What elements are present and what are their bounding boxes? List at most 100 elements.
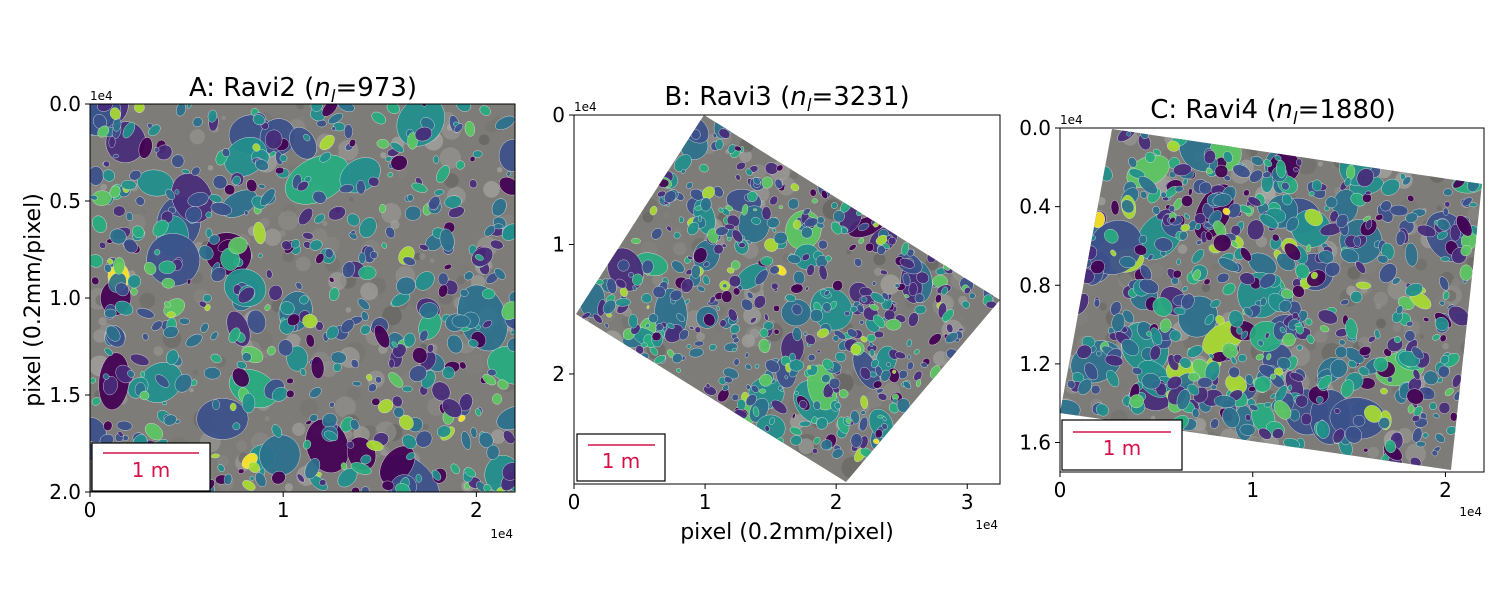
panel-b-gravel	[945, 404, 963, 422]
panel-b-y-tick-label: 1	[552, 232, 565, 256]
panel-b-gravel	[845, 192, 857, 204]
panel-b-pebble	[789, 353, 796, 361]
panel-c-gravel	[1082, 144, 1100, 162]
panel-c-gravel	[1393, 323, 1402, 332]
panel-c-pebble	[1441, 257, 1450, 262]
panel-b-scalebar: 1 m	[577, 434, 665, 481]
panel-b: B: Ravi3 (nl=3231) 1 m 1e4 1e4 0 1 2 3 0 1 2	[552, 82, 1005, 532]
panel-a-gravel	[497, 167, 502, 172]
panel-a-pebble	[130, 287, 137, 295]
panel-c-gravel	[1455, 432, 1471, 448]
panel-c-gravel	[1469, 348, 1489, 368]
panel-b-pebble	[874, 331, 884, 338]
panel-b-gravel	[735, 419, 744, 428]
panel-a-pebble	[104, 309, 116, 318]
panel-c-y-tick-label: 0.4	[1019, 195, 1051, 219]
panel-c-gravel	[1281, 128, 1294, 141]
panel-a-gravel	[430, 258, 435, 263]
panel-b-x-tick-label: 3	[961, 490, 974, 514]
panel-b-gravel	[895, 126, 912, 143]
panel-a-pebble	[319, 479, 326, 486]
panel-b-gravel	[885, 154, 896, 165]
panel-b-gravel	[623, 352, 636, 365]
panel-c-gravel	[1249, 438, 1266, 455]
panel-b-gravel	[633, 144, 642, 153]
panel-c-gravel	[1412, 133, 1426, 147]
panel-b-pebble	[771, 283, 779, 290]
panel-b-pebble	[908, 355, 911, 359]
panel-c-pebble	[1296, 159, 1302, 167]
panel-b-gravel	[569, 353, 587, 371]
panel-c-pebble	[1443, 208, 1449, 216]
panel-a-y-tick-label: 1.0	[49, 286, 81, 310]
panel-a-gravel	[360, 282, 378, 300]
panel-a-gravel	[419, 253, 425, 259]
panel-b-gravel	[779, 452, 801, 474]
panel-b-gravel	[777, 446, 781, 450]
panel-a-gravel	[222, 116, 226, 120]
panel-c-gravel	[1458, 409, 1468, 419]
panel-a-pebble	[113, 154, 119, 158]
panel-b-gravel	[612, 378, 623, 389]
panel-b-gravel	[636, 175, 656, 195]
panel-a-gravel	[322, 221, 327, 226]
panel-b-gravel	[766, 446, 770, 450]
panel-b-pebble	[674, 232, 681, 239]
panel-b-gravel	[935, 196, 939, 200]
panel-c-gravel	[1402, 135, 1424, 157]
panel-c-x-tick-label: 2	[1439, 478, 1452, 502]
panel-c-gravel	[1368, 447, 1379, 458]
panel-b-pebble	[886, 319, 901, 330]
panel-a-y-tick-label: 0.5	[49, 189, 81, 213]
panel-c-gravel	[1071, 220, 1085, 234]
panel-b-gravel	[882, 170, 894, 182]
panel-c-gravel	[1069, 173, 1076, 180]
panel-c-gravel	[1178, 244, 1188, 254]
panel-a-pebble	[154, 147, 159, 152]
panel-b-gravel	[892, 110, 911, 129]
panel-b-gravel	[958, 459, 963, 464]
panel-b-gravel	[602, 137, 610, 145]
panel-b-gravel	[897, 139, 913, 155]
panel-a-gravel	[349, 197, 354, 202]
panel-b-pebble	[759, 389, 766, 394]
panel-c-gravel	[1212, 263, 1220, 271]
panel-c-y-tick-label: 0.8	[1019, 273, 1051, 297]
panel-b-gravel	[982, 161, 995, 174]
panel-c-gravel	[1429, 167, 1445, 183]
panel-a-gravel	[285, 483, 293, 491]
panel-b-gravel	[730, 124, 737, 131]
panel-c-gravel	[1376, 319, 1386, 329]
panel-c-gravel	[1374, 292, 1388, 306]
panel-b-gravel	[704, 474, 715, 485]
panel-a-pebble	[113, 206, 125, 217]
panel-c-gravel	[1093, 142, 1098, 147]
panel-b-gravel	[809, 170, 813, 174]
panel-c-scalebar-label: 1 m	[1103, 436, 1142, 460]
panel-c-gravel	[1200, 432, 1220, 452]
panel-c-gravel	[1072, 253, 1087, 268]
panel-a-pebble	[402, 386, 412, 392]
panel-c-gravel	[1461, 432, 1477, 448]
panel-c-gravel	[1099, 303, 1107, 311]
panel-b-gravel	[959, 472, 970, 483]
panel-c-title: C: Ravi4 (nl=1880)	[1150, 95, 1396, 129]
panel-b-gravel	[627, 127, 648, 148]
panel-b-pebble	[753, 209, 757, 211]
panel-b-gravel	[883, 118, 901, 136]
panel-c-pebble	[1365, 191, 1371, 195]
panel-c-x-tick-label: 0	[1054, 478, 1067, 502]
panel-b-gravel	[933, 381, 952, 400]
panel-b-gravel	[842, 133, 860, 151]
panel-c-gravel	[1068, 234, 1084, 250]
panel-b-pebble	[927, 253, 936, 263]
panel-b-gravel	[947, 151, 962, 166]
panel-c-gravel	[1318, 161, 1323, 166]
panel-a-x-tick-label: 2	[470, 498, 483, 522]
panel-b-gravel	[606, 396, 614, 404]
panel-b-gravel	[602, 330, 622, 350]
panel-c-pebble	[1288, 385, 1292, 391]
panel-c-pebble	[1363, 448, 1368, 453]
panel-b-gravel	[895, 157, 906, 168]
